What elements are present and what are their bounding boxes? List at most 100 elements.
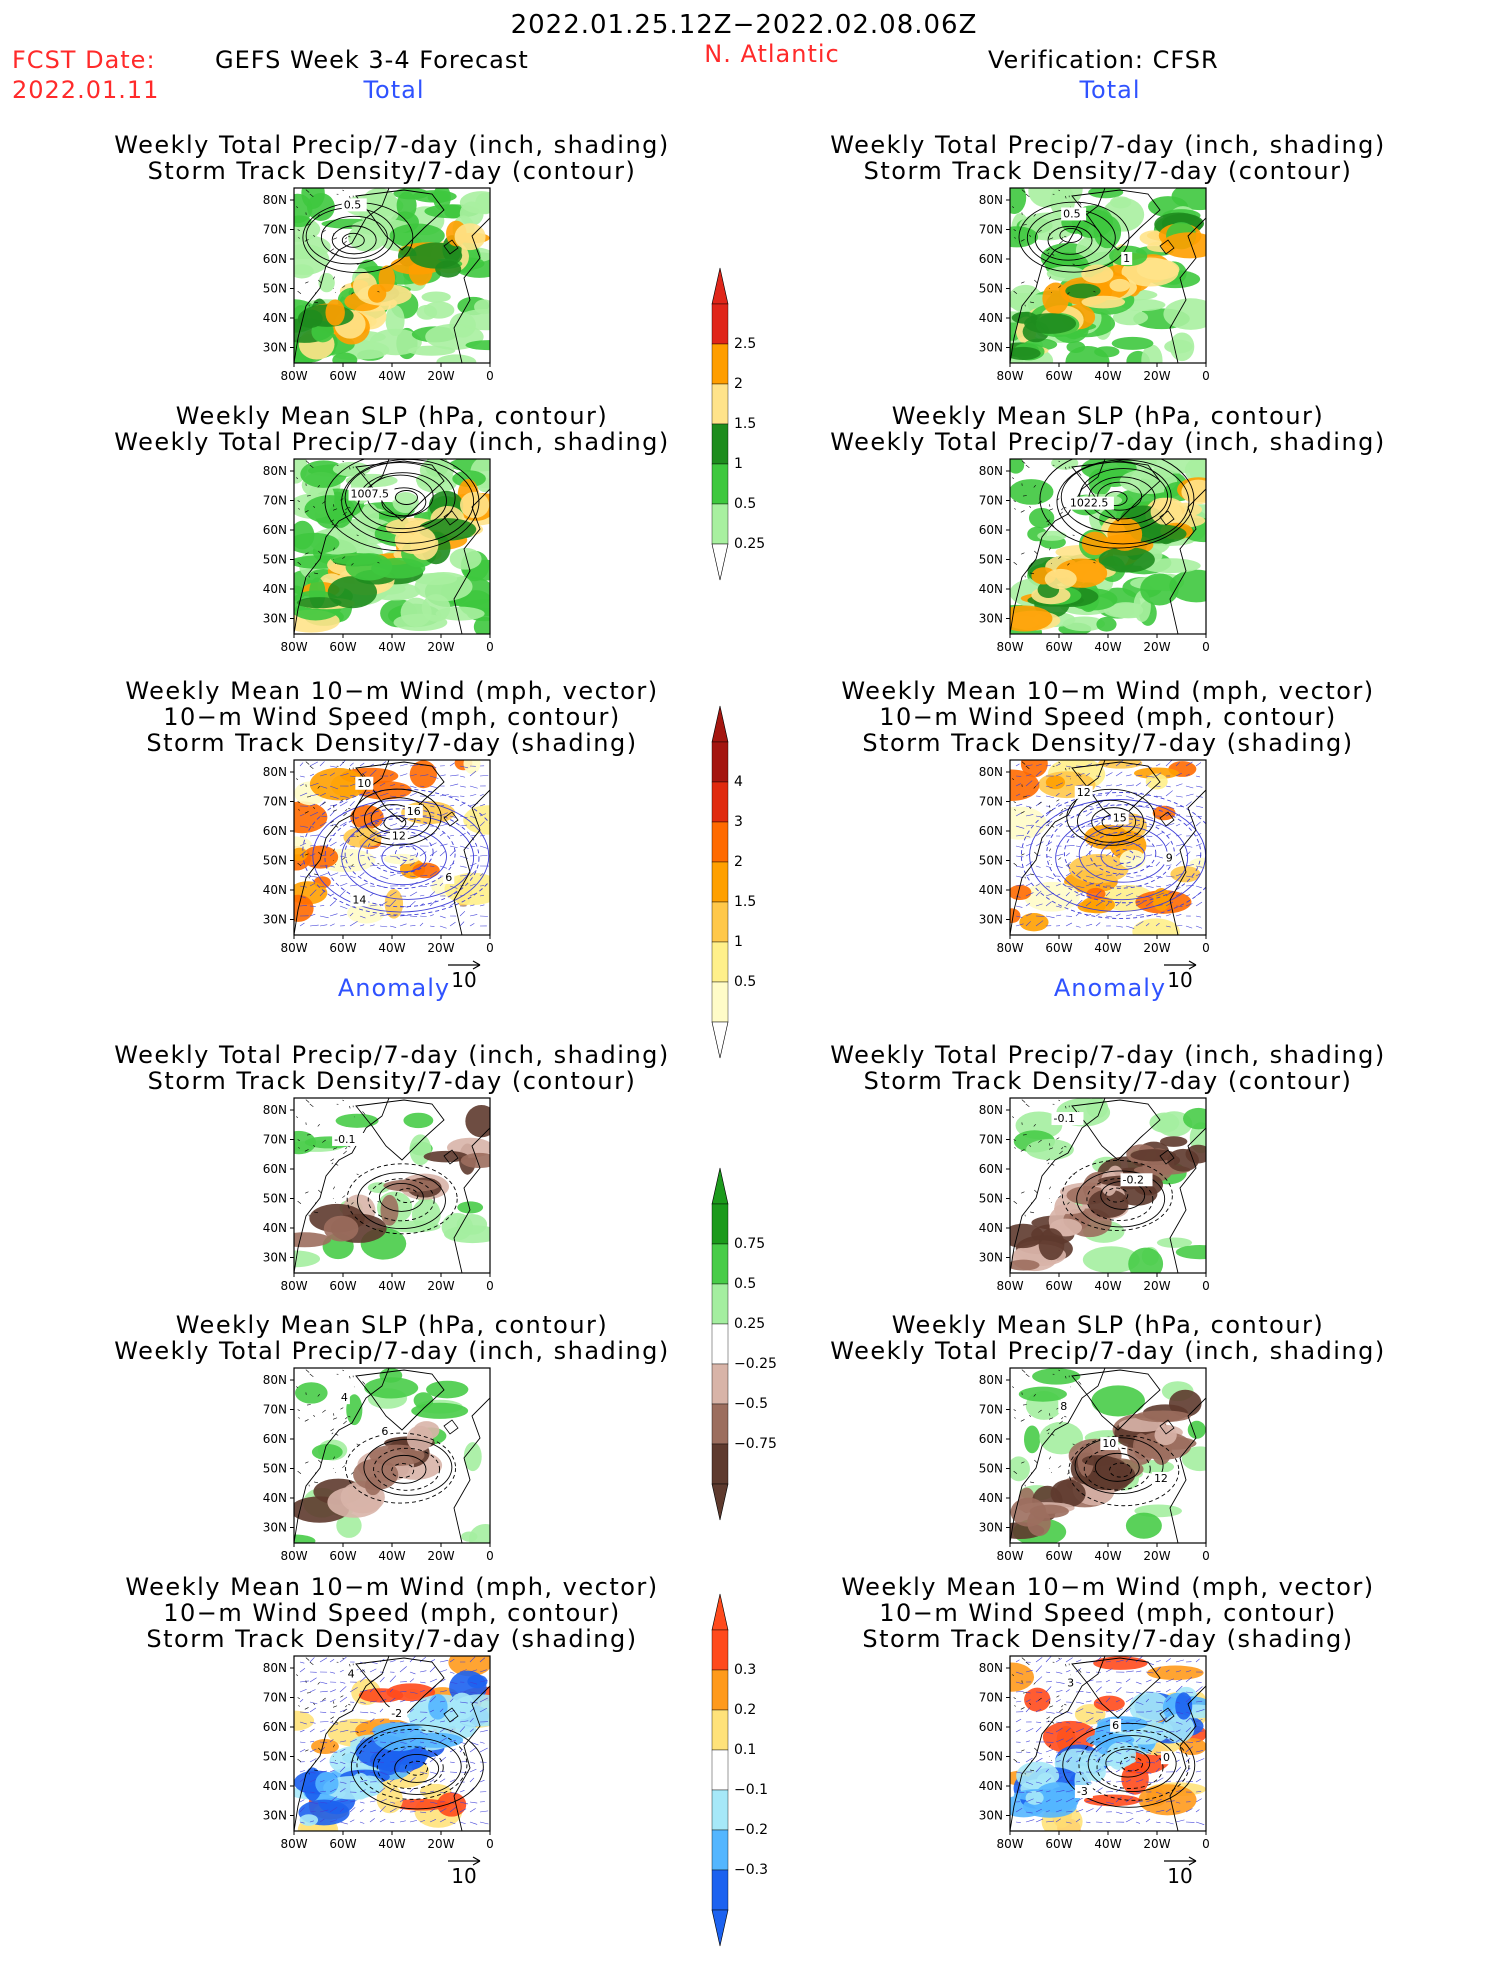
lon-tick-label: 80W: [280, 941, 307, 955]
panel-title-line: Weekly Total Precip/7-day (inch, shading…: [830, 132, 1386, 158]
lon-tick-label: 0: [486, 1549, 494, 1563]
lat-tick-label: 60N: [979, 1720, 1003, 1734]
colorbar-label: −0.1: [734, 1782, 768, 1798]
lat-tick-label: 60N: [979, 523, 1003, 537]
lat-tick-label: 40N: [979, 1221, 1003, 1235]
colorbar-swatch: [712, 1244, 728, 1284]
lat-tick-label: 70N: [979, 494, 1003, 508]
panel-title-line: Storm Track Density/7-day (contour): [830, 1068, 1386, 1094]
lon-tick-label: 40W: [378, 640, 405, 654]
colorbar-label: 0.3: [734, 1662, 756, 1678]
lat-tick-label: 30N: [979, 1251, 1003, 1265]
lon-tick-label: 20W: [1143, 1837, 1170, 1851]
lat-tick-label: 40N: [263, 1779, 287, 1793]
colorbar-label: 1: [734, 456, 743, 472]
lat-tick-label: 60N: [263, 523, 287, 537]
lon-tick-label: 80W: [996, 941, 1023, 955]
colorbar-swatch: [712, 1284, 728, 1324]
panel-title-line: Weekly Total Precip/7-day (inch, shading…: [830, 1042, 1386, 1068]
lat-tick-label: 60N: [979, 1162, 1003, 1176]
lat-tick-label: 80N: [979, 193, 1003, 207]
colorbar-swatch: [712, 1830, 728, 1870]
lat-tick-label: 30N: [263, 1809, 287, 1823]
panel-title-line: Weekly Total Precip/7-day (inch, shading…: [114, 132, 670, 158]
colorbar-swatch: [712, 1870, 728, 1910]
lat-tick-label: 60N: [979, 824, 1003, 838]
lat-tick-label: 70N: [979, 1133, 1003, 1147]
contour-label: 15: [1113, 812, 1127, 825]
lon-tick-label: 60W: [329, 941, 356, 955]
lat-tick-label: 50N: [263, 1750, 287, 1764]
panel-title-line: Weekly Mean 10−m Wind (mph, vector): [841, 678, 1374, 704]
panel-title-line: Weekly Mean 10−m Wind (mph, vector): [125, 678, 658, 704]
colorbar-label: 0.5: [734, 1276, 756, 1292]
panel-title-line: Storm Track Density/7-day (shading): [841, 730, 1374, 756]
colorbar-label: −0.2: [734, 1822, 768, 1838]
lon-tick-label: 40W: [378, 1837, 405, 1851]
lat-tick-label: 40N: [979, 883, 1003, 897]
lat-tick-label: 80N: [263, 1103, 287, 1117]
panel-title: Weekly Mean SLP (hPa, contour)Weekly Tot…: [830, 403, 1386, 455]
lon-tick-label: 60W: [329, 1837, 356, 1851]
lon-tick-label: 40W: [378, 1549, 405, 1563]
lat-tick-label: 50N: [979, 1462, 1003, 1476]
panel-title: Weekly Mean SLP (hPa, contour)Weekly Tot…: [830, 1312, 1386, 1364]
lon-tick-label: 80W: [280, 369, 307, 383]
panel-title: Weekly Total Precip/7-day (inch, shading…: [114, 1042, 670, 1094]
lat-tick-label: 80N: [979, 1661, 1003, 1675]
lat-tick-label: 50N: [263, 854, 287, 868]
lat-tick-label: 80N: [263, 765, 287, 779]
contour-label: -0.1: [334, 1133, 355, 1146]
lon-tick-label: 0: [1202, 640, 1210, 654]
panel-title-line: Storm Track Density/7-day (shading): [125, 1626, 658, 1652]
lon-tick-label: 40W: [1094, 1549, 1121, 1563]
panel-title-line: 10−m Wind Speed (mph, contour): [125, 1600, 658, 1626]
region-label: N. Atlantic: [704, 40, 839, 68]
lat-tick-label: 50N: [263, 1192, 287, 1206]
lat-tick-label: 60N: [263, 1720, 287, 1734]
lat-tick-label: 30N: [979, 341, 1003, 355]
panel-title: Weekly Mean SLP (hPa, contour)Weekly Tot…: [114, 403, 670, 455]
colorbar-label: 2: [734, 854, 743, 870]
lat-tick-label: 40N: [979, 1491, 1003, 1505]
lon-tick-label: 80W: [280, 1279, 307, 1293]
lon-tick-label: 20W: [427, 640, 454, 654]
lat-tick-label: 80N: [979, 1103, 1003, 1117]
lon-tick-label: 0: [1202, 1837, 1210, 1851]
lat-tick-label: 70N: [263, 795, 287, 809]
total-label-right: Total: [1079, 76, 1140, 104]
lon-tick-label: 20W: [427, 1279, 454, 1293]
lat-tick-label: 60N: [263, 1162, 287, 1176]
lat-tick-label: 80N: [979, 464, 1003, 478]
colorbar-label: 4: [734, 774, 743, 790]
panel-title: Weekly Total Precip/7-day (inch, shading…: [114, 132, 670, 184]
colorbar-swatch: [712, 1750, 728, 1790]
lon-tick-label: 60W: [329, 640, 356, 654]
colorbar-label: 0.1: [734, 1742, 756, 1758]
total-label-left: Total: [363, 76, 424, 104]
lon-tick-label: 0: [1202, 369, 1210, 383]
lat-tick-label: 40N: [263, 311, 287, 325]
lon-tick-label: 40W: [1094, 1837, 1121, 1851]
lat-tick-label: 50N: [263, 553, 287, 567]
colorbar-swatch: [712, 942, 728, 982]
panel-title: Weekly Mean 10−m Wind (mph, vector)10−m …: [125, 1574, 658, 1652]
lon-tick-label: 80W: [280, 1549, 307, 1563]
contour-label: 10: [357, 777, 371, 790]
lat-tick-label: 30N: [979, 1809, 1003, 1823]
lon-tick-label: 20W: [1143, 369, 1170, 383]
lat-tick-label: 50N: [979, 553, 1003, 567]
colorbar-swatch: [712, 1204, 728, 1244]
panel-title-line: 10−m Wind Speed (mph, contour): [841, 704, 1374, 730]
colorbar-label: 1: [734, 934, 743, 950]
lon-tick-label: 80W: [996, 640, 1023, 654]
colorbar-label: 0.2: [734, 1702, 756, 1718]
lat-tick-label: 30N: [979, 612, 1003, 626]
lon-tick-label: 80W: [280, 640, 307, 654]
colorbar-swatch: [712, 742, 728, 782]
lat-tick-label: 80N: [263, 1373, 287, 1387]
lat-tick-label: 50N: [979, 1192, 1003, 1206]
colorbar-swatch: [712, 1404, 728, 1444]
